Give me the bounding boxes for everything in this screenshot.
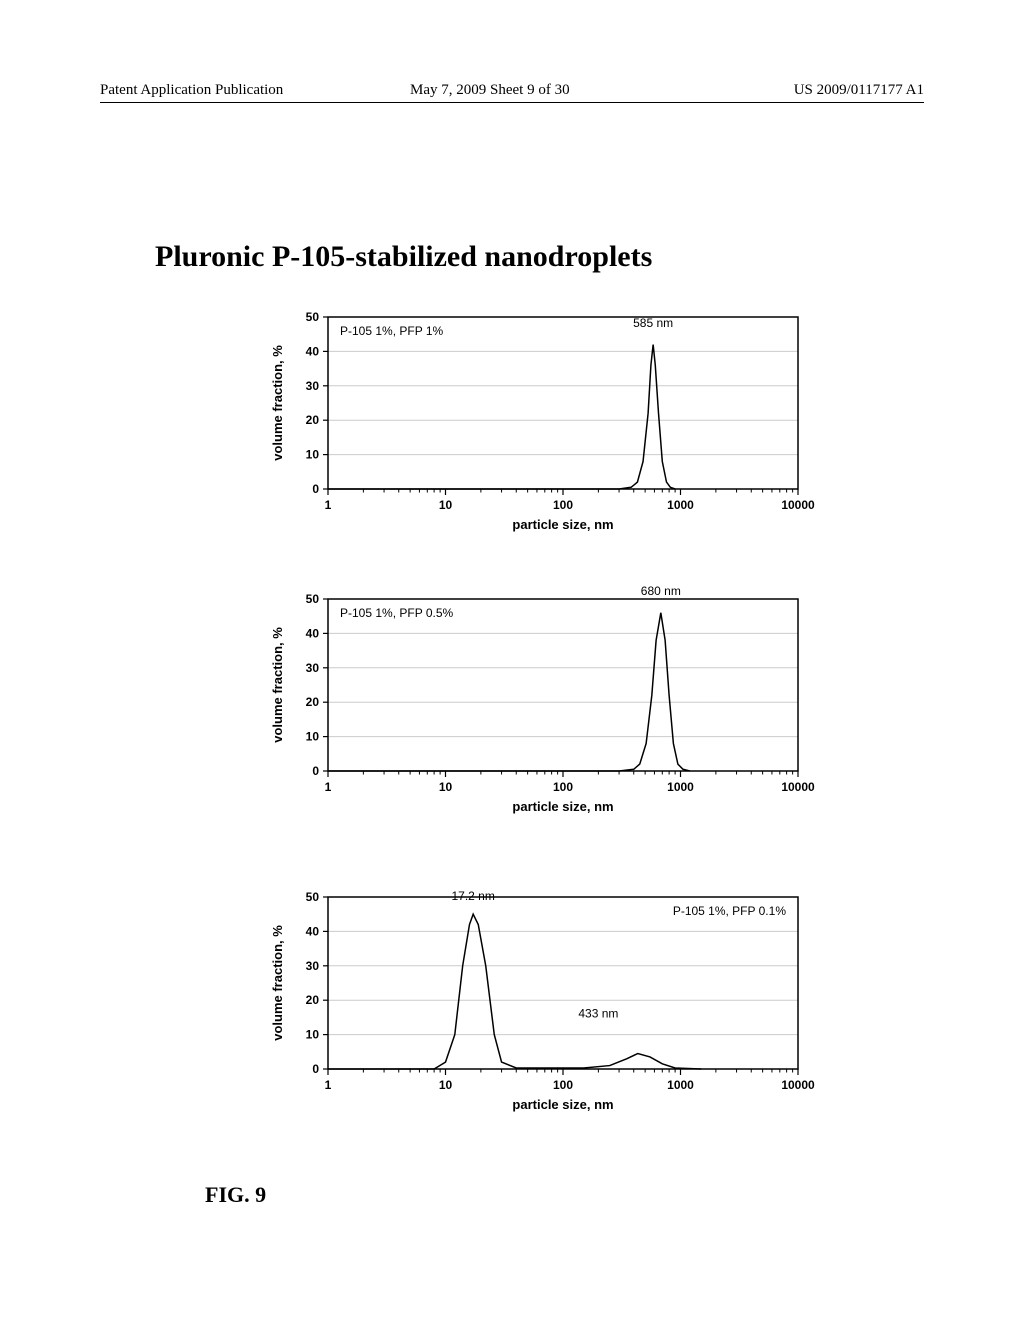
figure-label: FIG. 9 xyxy=(205,1182,266,1208)
page-title: Pluronic P-105-stabilized nanodroplets xyxy=(155,240,924,274)
chart-2: 0 10 20 30 40 50 1 10 100 1000 10000 particle size,… xyxy=(258,577,818,827)
svg-text:40: 40 xyxy=(306,344,320,358)
svg-text:17.2 nm: 17.2 nm xyxy=(451,889,494,903)
svg-text:10: 10 xyxy=(439,780,453,794)
svg-text:10: 10 xyxy=(439,498,453,512)
svg-text:P-105 1%, PFP 1%: P-105 1%, PFP 1% xyxy=(340,324,443,338)
header-mid: May 7, 2009 Sheet 9 of 30 xyxy=(410,82,570,99)
svg-text:10: 10 xyxy=(306,730,320,744)
svg-text:1000: 1000 xyxy=(667,498,694,512)
svg-text:40: 40 xyxy=(306,626,320,640)
svg-text:10000: 10000 xyxy=(781,498,815,512)
svg-text:585 nm: 585 nm xyxy=(633,316,673,330)
svg-text:particle size, nm: particle size, nm xyxy=(512,799,613,814)
svg-text:10000: 10000 xyxy=(781,780,815,794)
svg-text:1: 1 xyxy=(325,780,332,794)
chart-1: 0 10 20 30 40 50 1 10 100 1000 10000 particle size,… xyxy=(258,295,818,545)
svg-text:1: 1 xyxy=(325,498,332,512)
svg-text:P-105 1%, PFP 0.1%: P-105 1%, PFP 0.1% xyxy=(673,904,787,918)
header-left: Patent Application Publication xyxy=(100,82,283,99)
svg-text:20: 20 xyxy=(306,993,320,1007)
svg-text:100: 100 xyxy=(553,498,573,512)
svg-text:10: 10 xyxy=(439,1078,453,1092)
header-rule xyxy=(100,102,924,103)
header-right: US 2009/0117177 A1 xyxy=(794,82,924,99)
svg-text:30: 30 xyxy=(306,959,320,973)
svg-text:volume fraction, %: volume fraction, % xyxy=(270,627,285,743)
svg-text:680 nm: 680 nm xyxy=(641,584,681,598)
svg-text:particle size, nm: particle size, nm xyxy=(512,517,613,532)
svg-text:30: 30 xyxy=(306,379,320,393)
svg-text:433 nm: 433 nm xyxy=(578,1006,618,1020)
svg-text:50: 50 xyxy=(306,592,320,606)
svg-text:0: 0 xyxy=(312,482,319,496)
svg-text:10: 10 xyxy=(306,1028,320,1042)
chart-3: 0 10 20 30 40 50 1 10 100 1000 10000 particle size,… xyxy=(258,875,818,1125)
svg-text:20: 20 xyxy=(306,695,320,709)
svg-text:10000: 10000 xyxy=(781,1078,815,1092)
svg-text:particle size, nm: particle size, nm xyxy=(512,1097,613,1112)
svg-text:0: 0 xyxy=(312,764,319,778)
svg-text:100: 100 xyxy=(553,780,573,794)
svg-text:10: 10 xyxy=(306,448,320,462)
svg-text:50: 50 xyxy=(306,310,320,324)
svg-text:volume fraction, %: volume fraction, % xyxy=(270,345,285,461)
svg-text:30: 30 xyxy=(306,661,320,675)
svg-text:1: 1 xyxy=(325,1078,332,1092)
svg-text:100: 100 xyxy=(553,1078,573,1092)
svg-text:0: 0 xyxy=(312,1062,319,1076)
svg-text:20: 20 xyxy=(306,413,320,427)
svg-text:volume fraction, %: volume fraction, % xyxy=(270,925,285,1041)
svg-text:50: 50 xyxy=(306,890,320,904)
svg-text:1000: 1000 xyxy=(667,780,694,794)
svg-text:P-105 1%, PFP 0.5%: P-105 1%, PFP 0.5% xyxy=(340,606,454,620)
svg-text:40: 40 xyxy=(306,924,320,938)
svg-text:1000: 1000 xyxy=(667,1078,694,1092)
page-header: Patent Application Publication May 7, 20… xyxy=(100,82,924,99)
